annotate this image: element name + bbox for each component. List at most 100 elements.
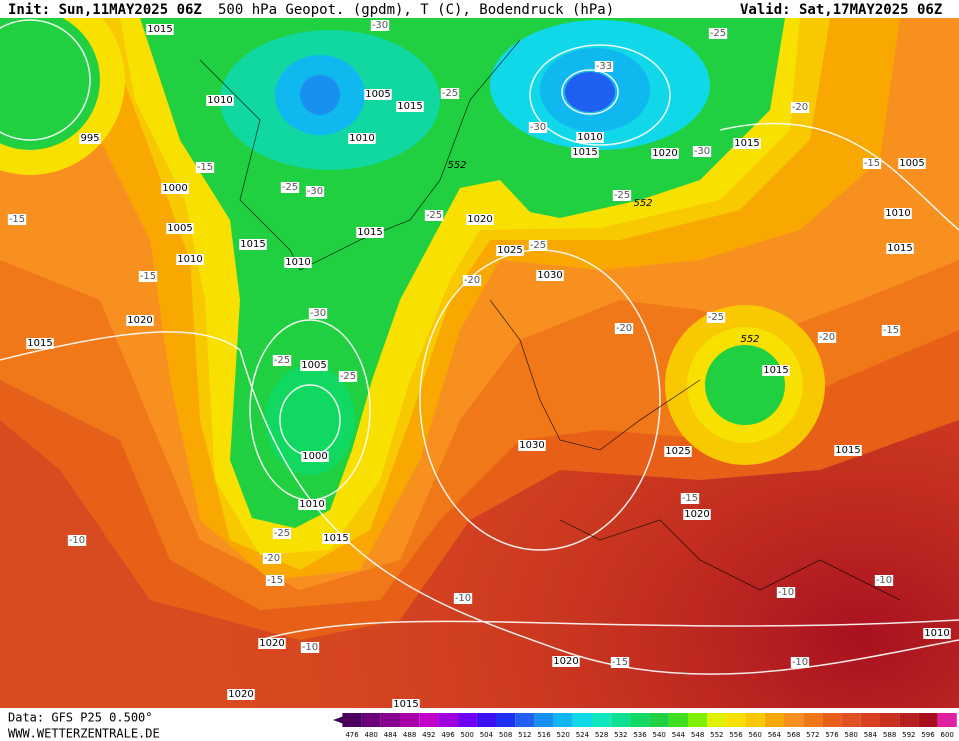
pressure-label-box <box>300 360 328 371</box>
pressure-label: 1020 <box>259 638 284 649</box>
temperature-label: -25 <box>614 190 630 201</box>
temperature-label-box <box>790 102 810 113</box>
colorbar-swatch <box>438 713 458 727</box>
colorbar-swatch <box>764 713 784 727</box>
colorbar-label: 576 <box>825 731 839 739</box>
temperature-label: -10 <box>778 587 794 598</box>
temperature-label: -15 <box>682 493 698 504</box>
pressure-label-box <box>664 446 692 457</box>
colorbar-swatch <box>784 713 804 727</box>
temperature-label: -15 <box>9 214 25 225</box>
pressure-label: 1030 <box>537 270 562 281</box>
pressure-label-box <box>496 245 524 256</box>
temperature-label-box <box>612 190 632 201</box>
temperature-label-box <box>272 355 292 366</box>
colorbar-label: 500 <box>461 731 474 739</box>
temperature-label: -30 <box>372 20 388 31</box>
colorbar-label: 600 <box>941 731 954 739</box>
pressure-label-box <box>923 628 951 639</box>
colorbar-label: 540 <box>653 731 666 739</box>
temperature-label: -25 <box>282 182 298 193</box>
pressure-label-box <box>898 158 926 169</box>
temperature-label-box <box>7 214 27 225</box>
pressure-label-box <box>576 132 604 143</box>
colorbar-label: 592 <box>902 731 915 739</box>
temperature-label: -10 <box>792 657 808 668</box>
pressure-label: 1010 <box>207 95 232 106</box>
pressure-label: 1010 <box>177 254 202 265</box>
temperature-label: -15 <box>267 575 283 586</box>
pressure-label: 1005 <box>301 360 326 371</box>
temperature-label-box <box>680 493 700 504</box>
pressure-label-box <box>258 638 286 649</box>
pressure-label: 1025 <box>497 245 522 256</box>
colorbar-label: 548 <box>691 731 704 739</box>
map-title: 500 hPa Geopot. (gpdm), T (C), Bodendruc… <box>218 2 614 18</box>
colorbar-swatch <box>688 713 708 727</box>
colorbar-swatch <box>822 713 842 727</box>
pressure-label-box <box>301 451 329 462</box>
temperature-label: -15 <box>864 158 880 169</box>
colorbar-label: 476 <box>345 731 359 739</box>
temperature-label: -33 <box>596 61 612 72</box>
colorbar-swatch <box>937 713 957 727</box>
temperature-label: -15 <box>140 271 156 282</box>
temperature-label-box <box>776 587 796 598</box>
pressure-label: 1015 <box>835 445 860 456</box>
temperature-label-box <box>424 210 444 221</box>
temperature-label-box <box>338 371 358 382</box>
pressure-label-box <box>356 227 384 238</box>
colorbar-label: 564 <box>768 731 782 739</box>
temperature-label-box <box>708 28 728 39</box>
pressure-label-box <box>683 509 711 520</box>
colorbar-swatch <box>899 713 919 727</box>
colorbar-swatch <box>630 713 650 727</box>
temperature-label-box <box>300 642 320 653</box>
temperature-label: -20 <box>792 102 808 113</box>
colorbar-swatch <box>592 713 612 727</box>
temperature-label: -15 <box>883 325 899 336</box>
temperature-label-box <box>138 271 158 282</box>
pressure-label: 1025 <box>665 446 690 457</box>
pressure-label: 1000 <box>162 183 187 194</box>
temperature-label: -30 <box>310 308 326 319</box>
pressure-label: 1010 <box>924 628 949 639</box>
pressure-label-box <box>146 24 174 35</box>
pressure-label: 1015 <box>393 699 418 710</box>
temperature-label: -15 <box>197 162 213 173</box>
temperature-label: -30 <box>530 122 546 133</box>
data-source: Data: GFS P25 0.500° <box>8 711 153 725</box>
colorbar-swatch <box>515 713 535 727</box>
colorbar-swatch <box>880 713 900 727</box>
colorbar-swatch <box>400 713 420 727</box>
temperature-label: -30 <box>307 186 323 197</box>
pressure-label-box <box>227 689 255 700</box>
colorbar-label: 512 <box>518 731 531 739</box>
pressure-label-box <box>322 533 350 544</box>
colorbar-label: 560 <box>749 731 762 739</box>
colorbar-label: 556 <box>729 731 743 739</box>
temperature-label-box <box>280 182 300 193</box>
temperature-label-box <box>817 332 837 343</box>
colorbar-label: 516 <box>537 731 551 739</box>
colorbar-label: 536 <box>633 731 647 739</box>
temperature-label-box <box>265 575 285 586</box>
temperature-label: -20 <box>264 553 280 564</box>
init-time: Init: Sun,11MAY2025 06Z <box>8 2 202 18</box>
pressure-label: 1010 <box>349 133 374 144</box>
colorbar-label: 524 <box>576 731 590 739</box>
pressure-label-box <box>396 101 424 112</box>
temperature-label: -25 <box>708 312 724 323</box>
pressure-label-box <box>176 254 204 265</box>
temperature-label: -25 <box>340 371 356 382</box>
colorbar-swatch <box>361 713 381 727</box>
temperature-label: -10 <box>455 593 471 604</box>
temperature-label-box <box>610 657 630 668</box>
pressure-label-box <box>79 133 101 144</box>
colorbar-swatch <box>476 713 496 727</box>
colorbar-label: 508 <box>499 731 512 739</box>
pressure-label: 1005 <box>899 158 924 169</box>
temperature-label-box <box>370 20 390 31</box>
colorbar-swatch <box>611 713 631 727</box>
site: WWW.WETTERZENTRALE.DE <box>8 727 160 741</box>
